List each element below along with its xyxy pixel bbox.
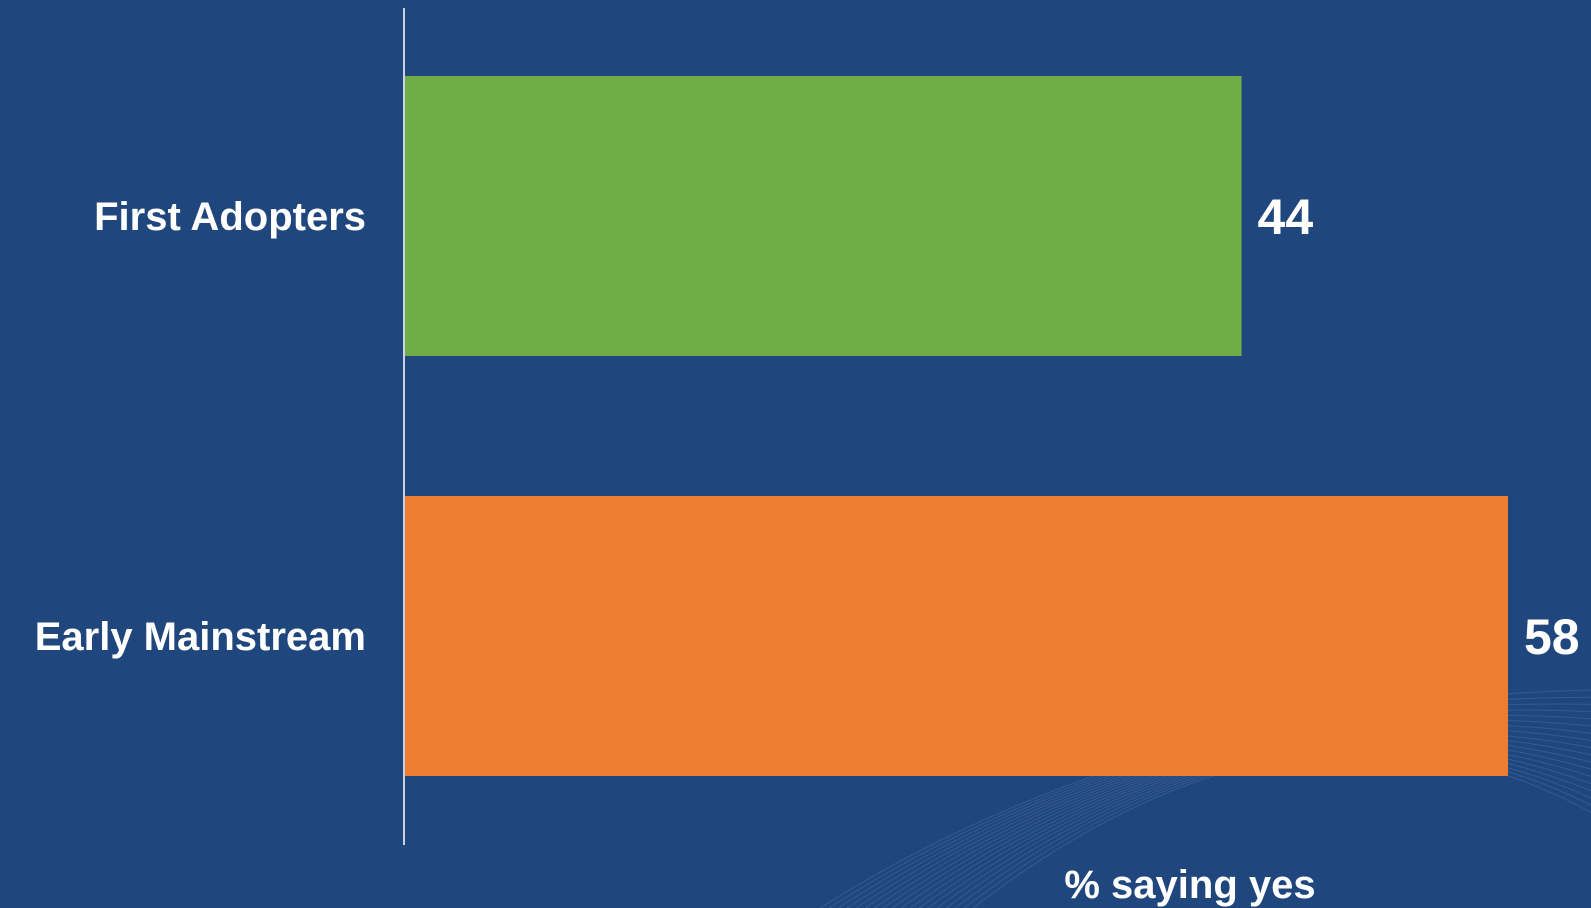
bars-group [404, 76, 1508, 776]
bar-early-mainstream [404, 496, 1508, 776]
labels-group: First Adopters 44 Early Mainstream 58 [35, 189, 1580, 665]
category-label: First Adopters [94, 195, 366, 239]
category-label: Early Mainstream [35, 615, 366, 659]
data-label: 44 [1258, 189, 1314, 245]
bar-first-adopters [404, 76, 1242, 356]
data-label: 58 [1524, 609, 1580, 665]
x-axis-title: % saying yes [1064, 863, 1315, 907]
